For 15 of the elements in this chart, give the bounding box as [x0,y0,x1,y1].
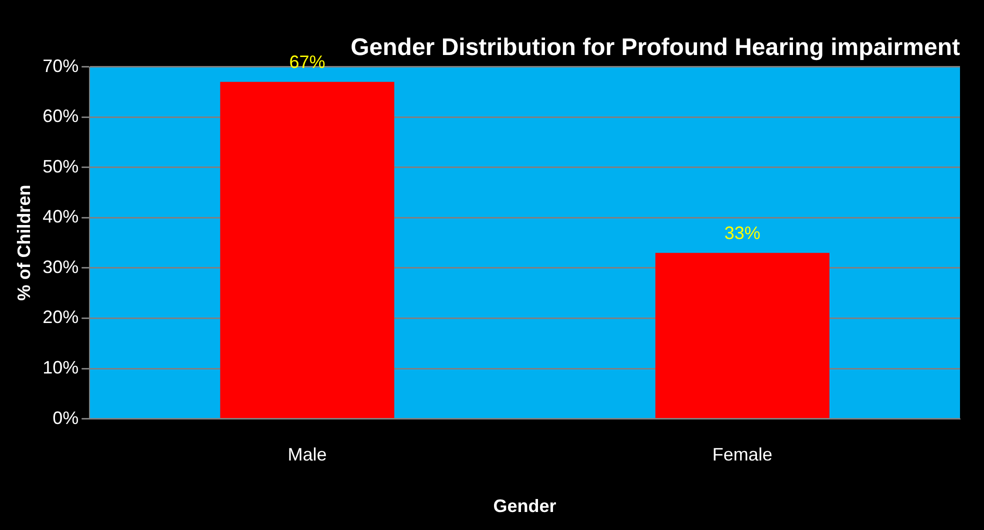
y-tick-label: 20% [42,307,79,328]
y-tick-label: 40% [42,206,79,227]
chart-title: Gender Distribution for Profound Hearing impairment [350,34,960,62]
data-label: 67% [289,52,326,72]
y-tick-label: 0% [52,408,79,428]
y-tick-label: 30% [42,256,79,277]
y-tick-label: 10% [42,357,79,378]
x-tick-label: Male [288,444,327,465]
y-axis-title: % of Children [14,184,34,301]
data-label: 33% [724,222,760,243]
x-axis-title: Gender [493,496,556,516]
y-tick-label: 50% [42,156,79,176]
y-tick-label: 60% [42,106,79,126]
y-tick-label: 70% [42,56,79,76]
x-tick-label: Female [712,444,772,465]
